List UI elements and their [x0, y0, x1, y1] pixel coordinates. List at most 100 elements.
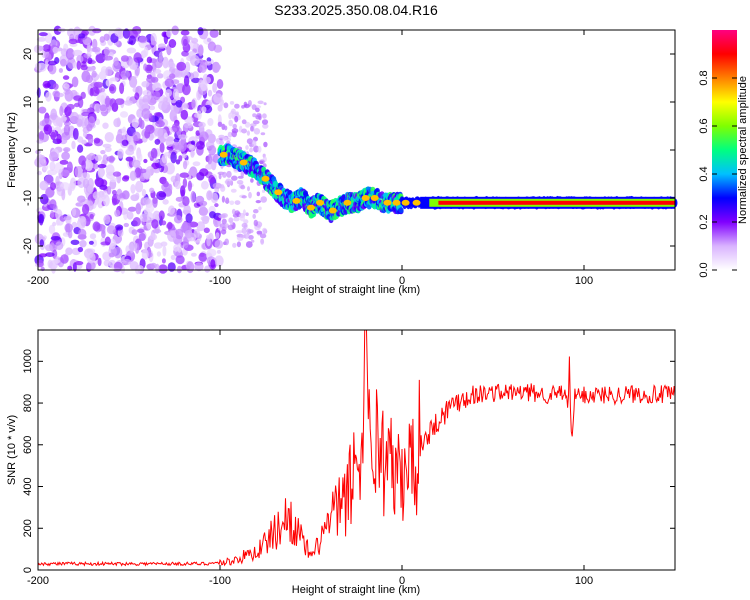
- noise-speckle: [204, 60, 212, 66]
- noise-speckle: [63, 216, 72, 221]
- noise-speckle: [162, 245, 167, 257]
- noise-speckle: [64, 223, 73, 233]
- noise-speckle: [152, 197, 158, 205]
- noise-speckle: [169, 73, 176, 79]
- noise-speckle: [76, 60, 81, 70]
- noise-speckle: [66, 103, 75, 110]
- noise-speckle: [224, 238, 229, 246]
- noise-speckle: [199, 204, 207, 215]
- noise-speckle: [251, 104, 257, 110]
- noise-speckle: [151, 162, 160, 170]
- noise-speckle: [165, 162, 175, 175]
- noise-speckle: [260, 196, 268, 203]
- noise-speckle: [42, 44, 51, 52]
- noise-speckle: [168, 205, 175, 215]
- noise-speckle: [262, 123, 269, 129]
- noise-speckle: [99, 184, 108, 190]
- snr-panel: -200 -100 0 100 0 200 400 600 800 1000 Height of…: [6, 329, 676, 596]
- noise-speckle: [163, 132, 169, 140]
- noise-speckle: [216, 64, 221, 70]
- noise-speckle: [185, 213, 193, 223]
- noise-speckle: [180, 185, 186, 197]
- noise-speckle: [207, 118, 214, 126]
- noise-speckle: [154, 112, 161, 117]
- noise-speckle: [230, 188, 237, 193]
- signal-knot: [401, 199, 410, 206]
- colorbar-gradient: [712, 30, 737, 270]
- noise-speckle: [243, 219, 249, 225]
- noise-speckle: [77, 136, 84, 143]
- noise-speckle: [191, 37, 199, 44]
- noise-speckle: [232, 123, 237, 129]
- noise-speckle: [184, 61, 191, 74]
- noise-speckle: [92, 221, 101, 232]
- noise-speckle: [146, 56, 153, 64]
- noise-speckle: [77, 195, 86, 203]
- noise-speckle: [51, 259, 61, 264]
- noise-speckle: [253, 209, 259, 214]
- noise-speckle: [223, 102, 229, 109]
- noise-speckle: [178, 134, 188, 140]
- noise-speckle: [156, 190, 167, 201]
- noise-speckle: [109, 98, 117, 108]
- noise-speckle: [103, 33, 110, 41]
- signal-knot: [292, 197, 301, 204]
- noise-speckle: [154, 138, 161, 145]
- noise-speckle: [56, 133, 62, 144]
- noise-speckle: [218, 173, 222, 180]
- noise-speckle: [205, 163, 213, 170]
- signal-knot: [239, 159, 248, 166]
- noise-speckle: [198, 121, 206, 128]
- noise-speckle: [236, 180, 244, 185]
- y-tick-label: 0: [22, 147, 34, 153]
- noise-speckle: [241, 222, 248, 228]
- noise-speckle: [236, 241, 241, 248]
- noise-speckle: [109, 177, 118, 183]
- noise-speckle: [73, 95, 83, 101]
- x-tick-label: -200: [27, 575, 49, 587]
- noise-speckle: [208, 174, 216, 184]
- noise-speckle: [48, 224, 56, 235]
- noise-speckle: [129, 76, 138, 88]
- noise-speckle: [229, 220, 234, 226]
- noise-speckle: [178, 155, 183, 162]
- noise-speckle: [97, 196, 104, 209]
- signal-knot: [361, 195, 370, 201]
- noise-speckle: [115, 224, 124, 231]
- noise-speckle: [243, 103, 250, 109]
- noise-speckle: [190, 140, 196, 145]
- noise-speckle: [80, 172, 90, 180]
- noise-speckle: [120, 70, 131, 79]
- noise-speckle: [102, 122, 109, 129]
- noise-speckle: [106, 186, 112, 195]
- noise-speckle: [86, 123, 93, 132]
- noise-speckle: [60, 58, 67, 67]
- noise-speckle: [165, 136, 174, 147]
- noise-speckle: [139, 119, 145, 130]
- noise-speckle: [157, 73, 164, 79]
- noise-speckle: [261, 119, 269, 125]
- noise-speckle: [190, 190, 196, 203]
- noise-speckle: [210, 192, 219, 204]
- noise-speckle: [247, 186, 250, 192]
- noise-speckle: [43, 124, 53, 135]
- noise-speckle: [70, 239, 80, 245]
- noise-speckle: [241, 128, 248, 134]
- noise-speckle: [234, 200, 241, 206]
- noise-speckle: [214, 255, 224, 267]
- noise-speckle: [100, 94, 106, 106]
- colorbar: 0.0 0.2 0.4 0.6 0.8 Normalized spectral ampl…: [698, 30, 749, 278]
- noise-speckle: [137, 168, 148, 174]
- noise-speckle: [88, 25, 96, 36]
- noise-speckle: [182, 160, 188, 170]
- noise-speckle: [112, 171, 122, 177]
- noise-speckle: [86, 43, 91, 53]
- noise-speckle: [121, 126, 127, 136]
- signal-knot: [307, 204, 315, 211]
- noise-speckle: [231, 108, 236, 114]
- noise-speckle: [62, 147, 71, 153]
- noise-speckle: [183, 204, 192, 217]
- noise-speckle: [72, 127, 79, 140]
- noise-speckle: [60, 254, 69, 264]
- noise-speckle: [255, 115, 261, 120]
